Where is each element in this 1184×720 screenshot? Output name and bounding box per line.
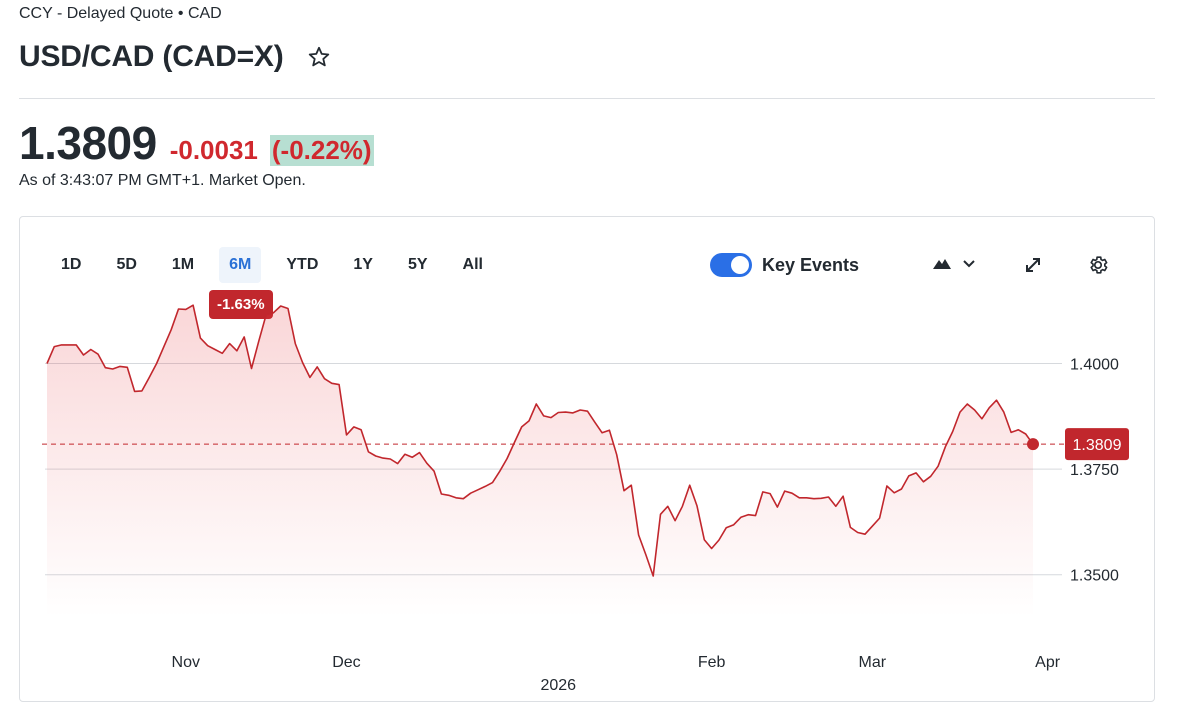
price-line	[46, 304, 1034, 577]
header-divider	[19, 98, 1155, 99]
range-button-all[interactable]: All	[462, 256, 483, 273]
quote-subtitle: CCY - Delayed Quote • CAD	[19, 5, 222, 22]
chart-card: 1D 5D 1M 6M YTD 1Y 5Y All -1.63% Key Eve…	[19, 216, 1155, 702]
price-area-fill	[47, 305, 1033, 617]
price-chart[interactable]: 1.3500 1.3750 1.4000 Nov Dec 2026 Feb Mar Apr 1.…	[20, 217, 1156, 703]
y-tick-label: 1.3750	[1070, 462, 1119, 479]
price-row: 1.3809 -0.0031 (-0.22%)	[19, 116, 374, 170]
range-button-6m[interactable]: 6M	[219, 247, 262, 283]
star-icon[interactable]	[306, 44, 332, 70]
x-tick-label: Apr	[1035, 654, 1061, 671]
y-tick-label: 1.3500	[1070, 568, 1119, 585]
gear-icon	[1090, 256, 1108, 274]
x-tick-label: 2026	[540, 677, 576, 694]
performance-badge: -1.63%	[209, 290, 273, 319]
range-button-1m[interactable]: 1M	[171, 256, 195, 273]
x-tick-label: Feb	[698, 654, 726, 671]
price-change: -0.0031	[169, 135, 258, 165]
x-tick-label: Dec	[332, 654, 360, 671]
range-button-5d[interactable]: 5D	[116, 256, 137, 273]
toggle-switch[interactable]	[710, 253, 752, 277]
as-of-timestamp: As of 3:43:07 PM GMT+1. Market Open.	[19, 172, 306, 189]
range-button-5y[interactable]: 5Y	[407, 256, 428, 273]
settings-button[interactable]	[1087, 254, 1109, 281]
expand-icon	[1026, 258, 1040, 272]
key-events-toggle[interactable]: Key Events	[710, 253, 859, 277]
toggle-knob	[731, 256, 749, 274]
x-tick-label: Nov	[172, 654, 200, 671]
page-title: USD/CAD (CAD=X)	[19, 40, 284, 73]
chart-type-button[interactable]	[932, 255, 976, 271]
chevron-down-icon	[963, 260, 975, 268]
x-tick-label: Mar	[859, 654, 887, 671]
range-button-ytd[interactable]: YTD	[286, 256, 319, 273]
last-price-tag-label: 1.3809	[1073, 437, 1122, 454]
y-tick-label: 1.4000	[1070, 356, 1119, 373]
expand-button[interactable]	[1023, 255, 1043, 280]
key-events-label: Key Events	[762, 254, 860, 275]
title-row: USD/CAD (CAD=X)	[19, 40, 332, 74]
last-price-tag: 1.3809	[1065, 428, 1129, 461]
last-price-dot	[1027, 438, 1039, 451]
price-change-percent: (-0.22%)	[269, 135, 374, 166]
mountain-chart-icon	[933, 259, 951, 269]
price-value: 1.3809	[19, 117, 157, 169]
range-selector: 1D 5D 1M 6M YTD 1Y 5Y All	[51, 247, 508, 283]
range-button-1d[interactable]: 1D	[61, 256, 82, 273]
range-button-1y[interactable]: 1Y	[353, 256, 373, 273]
